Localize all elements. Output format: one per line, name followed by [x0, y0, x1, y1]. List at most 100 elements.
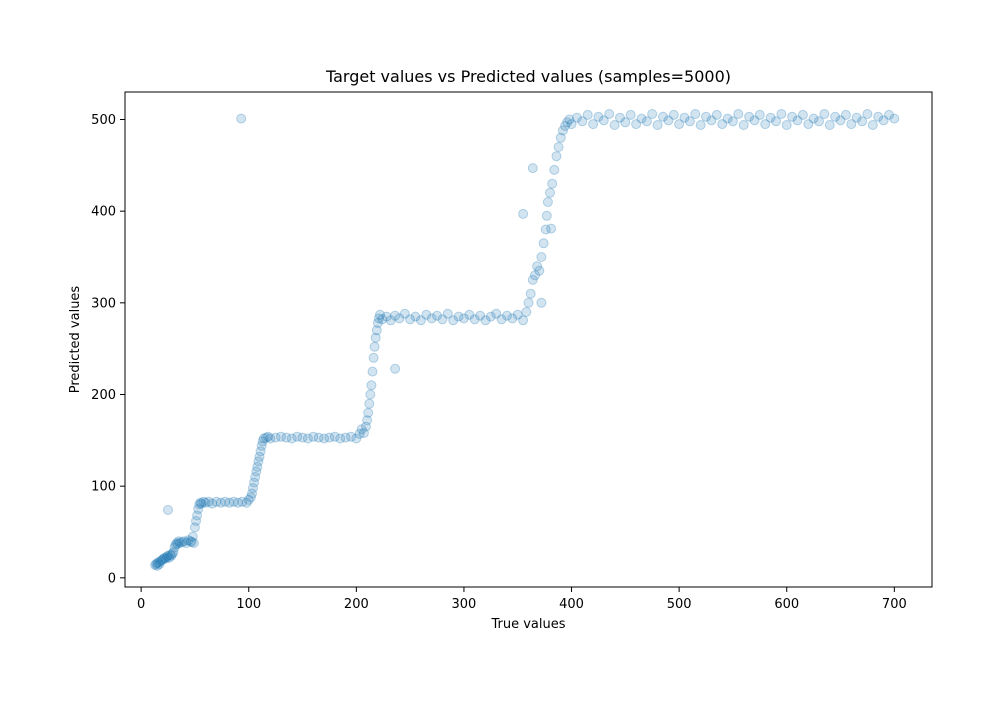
data-point: [684, 116, 695, 127]
data-point: [668, 109, 679, 120]
data-point: [496, 314, 507, 325]
data-point: [252, 461, 263, 472]
data-point: [521, 307, 532, 317]
data-point: [458, 313, 469, 324]
data-point: [760, 119, 771, 130]
data-point: [738, 120, 749, 130]
data-point: [889, 113, 900, 124]
data-point: [733, 109, 744, 119]
data-point: [722, 113, 733, 124]
data-point: [362, 415, 373, 426]
data-point: [545, 187, 555, 198]
data-point: [824, 120, 835, 130]
data-point: [363, 407, 374, 418]
data-point: [157, 554, 168, 565]
data-point: [744, 111, 755, 122]
data-point: [857, 116, 868, 127]
data-point: [375, 309, 385, 320]
data-point: [236, 113, 247, 124]
data-point: [588, 119, 599, 130]
data-point: [207, 498, 218, 509]
data-point: [247, 488, 257, 499]
data-point: [502, 310, 512, 321]
data-point: [797, 109, 808, 120]
data-point: [792, 115, 803, 126]
data-point: [547, 178, 558, 189]
data-point: [480, 315, 491, 326]
data-point: [249, 477, 260, 488]
data-point: [177, 537, 187, 548]
data-point: [224, 497, 235, 508]
x-axis-label: True values: [490, 617, 565, 632]
data-point: [340, 432, 351, 443]
x-tick-label: 100: [236, 597, 261, 612]
data-point: [410, 311, 421, 322]
data-point: [313, 432, 324, 443]
data-point: [257, 436, 268, 447]
data-point: [566, 119, 577, 130]
data-point: [211, 496, 222, 507]
data-point: [765, 112, 776, 123]
data-point: [557, 125, 568, 136]
data-point: [188, 538, 199, 548]
x-tick-label: 500: [667, 597, 692, 612]
data-point: [356, 424, 367, 435]
data-point: [394, 313, 405, 324]
data-point: [846, 119, 857, 130]
data-point: [220, 496, 231, 507]
data-point: [464, 309, 475, 320]
data-point: [254, 451, 265, 462]
data-point: [286, 433, 297, 444]
data-point: [609, 120, 620, 130]
data-point: [448, 315, 459, 326]
data-point: [365, 389, 376, 400]
data-point: [170, 539, 181, 550]
data-point: [604, 109, 615, 119]
data-point: [523, 297, 534, 308]
data-point: [183, 535, 194, 546]
data-point: [781, 120, 792, 130]
data-point: [390, 363, 401, 374]
data-point: [335, 433, 346, 444]
data-point: [485, 311, 496, 322]
data-point: [373, 313, 384, 324]
plot-frame: [124, 91, 933, 588]
data-point: [518, 315, 529, 326]
data-point: [153, 557, 164, 568]
data-point: [390, 310, 401, 321]
data-point: [369, 341, 380, 352]
data-point: [228, 496, 239, 507]
x-tick-label: 200: [344, 597, 369, 612]
data-point: [371, 325, 382, 336]
data-point: [571, 112, 582, 123]
data-point: [538, 238, 549, 249]
data-point: [255, 446, 266, 457]
data-point: [174, 538, 185, 548]
data-point: [615, 112, 625, 123]
data-point: [873, 111, 884, 122]
data-point: [432, 310, 442, 321]
data-point: [367, 366, 378, 377]
data-point: [372, 318, 383, 328]
data-point: [542, 197, 553, 207]
data-point: [203, 496, 214, 507]
data-point: [158, 553, 169, 564]
data-point: [253, 456, 264, 467]
data-point: [551, 151, 562, 162]
data-point: [173, 536, 184, 547]
data-point: [530, 270, 540, 281]
data-point: [381, 311, 392, 322]
data-point: [540, 224, 551, 235]
x-tick-label: 400: [559, 597, 584, 612]
data-point: [151, 559, 162, 570]
y-axis: 0 100 200 300 400 500: [91, 113, 125, 586]
data-point: [711, 109, 722, 120]
data-point: [512, 309, 523, 320]
y-tick-label: 200: [91, 388, 116, 403]
data-point: [297, 432, 308, 443]
data-point: [329, 431, 340, 442]
data-point: [442, 308, 453, 319]
y-tick-label: 100: [91, 480, 116, 495]
data-point: [168, 547, 179, 558]
